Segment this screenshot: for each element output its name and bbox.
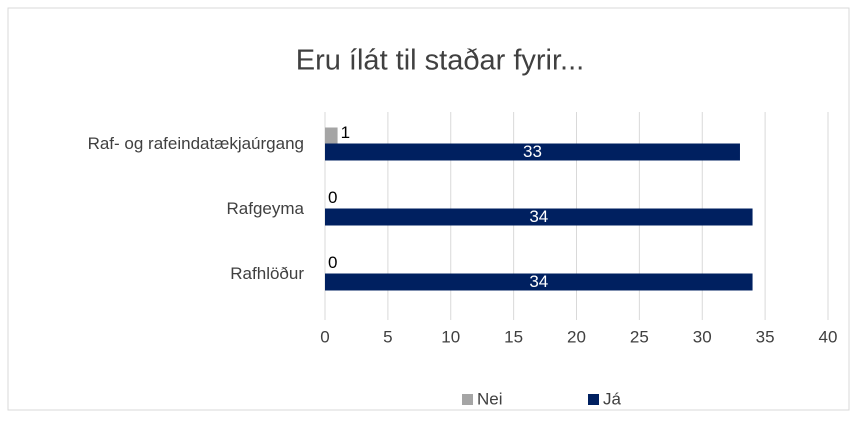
x-tick-label: 20 [567,327,586,346]
y-tick-label: Rafhlöður [230,264,304,283]
data-label: 34 [529,272,548,291]
x-tick-label: 0 [320,327,329,346]
bar [325,208,753,226]
legend-label: Já [603,389,622,408]
x-tick-label: 40 [819,327,838,346]
legend-swatch [588,394,599,405]
y-tick-label: Rafgeyma [227,199,305,218]
x-tick-label: 35 [756,327,775,346]
bar [325,127,338,144]
x-tick-label: 5 [383,327,392,346]
data-label: 33 [523,142,542,161]
y-tick-label: Raf- og rafeindatækjaúrgang [88,134,304,153]
data-label: 0 [328,188,337,207]
chart-title: Eru ílát til staðar fyrir... [296,45,584,77]
data-label: 1 [341,123,350,142]
data-label: 0 [328,253,337,272]
bar [325,143,740,161]
x-tick-label: 30 [693,327,712,346]
data-label: 34 [529,207,548,226]
legend-label: Nei [477,389,503,408]
x-tick-label: 15 [504,327,523,346]
legend-swatch [462,394,473,405]
bar [325,273,753,291]
x-tick-label: 25 [630,327,649,346]
x-tick-label: 10 [441,327,460,346]
